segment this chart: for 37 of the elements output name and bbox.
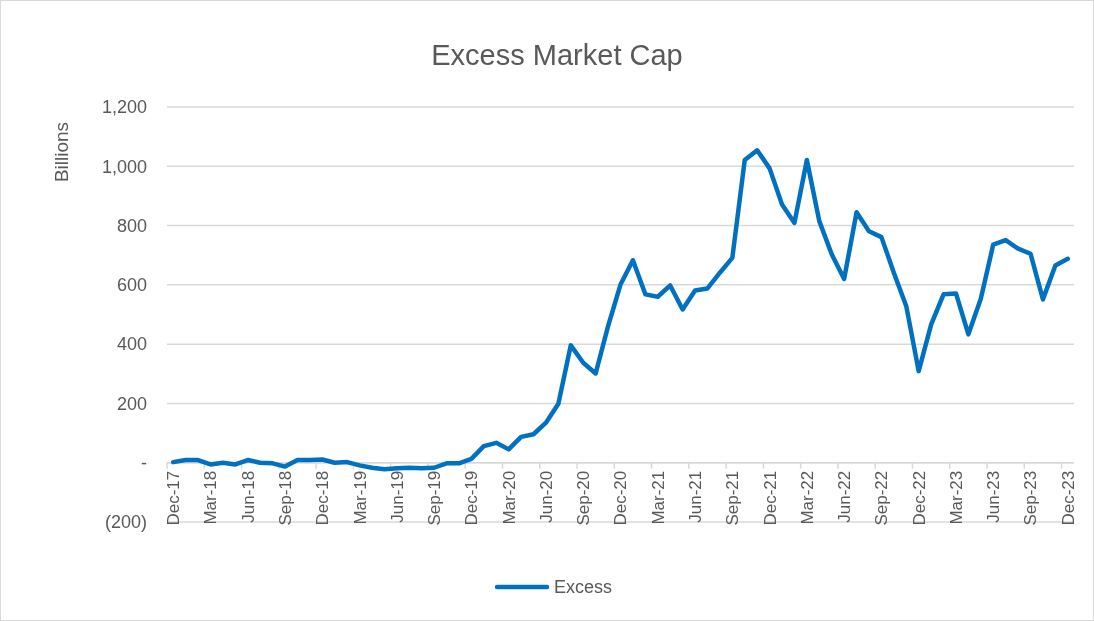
x-tick-label: Sep-19 [425,470,445,526]
x-tick-label: Dec-19 [462,470,482,526]
y-tick-label: 400 [116,334,147,355]
x-tick-label: Dec-21 [760,470,780,526]
x-tick-label: Jun-19 [387,470,407,523]
x-tick-label: Jun-20 [536,470,556,523]
x-tick-label: Dec-22 [909,470,929,526]
y-tick-label: 1,200 [101,97,147,118]
x-tick-label: Dec-23 [1058,470,1078,526]
y-tick-label: (200) [104,512,147,533]
x-tick-label: Dec-20 [611,470,631,526]
x-tick-label: Mar-20 [499,470,519,525]
x-tick-label: Jun-22 [835,470,855,523]
legend-label: Excess [554,577,613,598]
line-series [170,148,1071,472]
x-tick-label: Mar-23 [946,470,966,525]
y-tick-label: 1,000 [101,156,147,177]
x-tick-label: Jun-18 [238,470,258,523]
x-tick-label: Sep-23 [1021,470,1041,526]
x-tick-label: Jun-23 [984,470,1004,523]
x-tick-label: Mar-21 [648,470,668,525]
x-tick-label: Dec-17 [164,470,184,526]
y-tick-label: 600 [116,275,147,296]
x-tick-label: Mar-18 [201,470,221,525]
x-tick-label: Sep-20 [574,470,594,526]
x-tick-label: Jun-21 [686,470,705,523]
x-tick-label: Mar-19 [350,470,370,525]
x-tick-label: Dec-18 [313,470,333,526]
x-tick-label: Sep-18 [275,470,295,526]
x-tick-label: Sep-21 [723,470,743,526]
x-tick-label: Mar-22 [797,470,817,525]
chart-title: Excess Market Cap [431,39,683,71]
y-tick-label: 800 [116,215,147,236]
y-tick-label: - [141,453,147,474]
y-tick-label: 200 [116,393,147,414]
x-tick-label: Sep-22 [872,470,892,526]
y-axis-title: Billions [51,121,72,183]
